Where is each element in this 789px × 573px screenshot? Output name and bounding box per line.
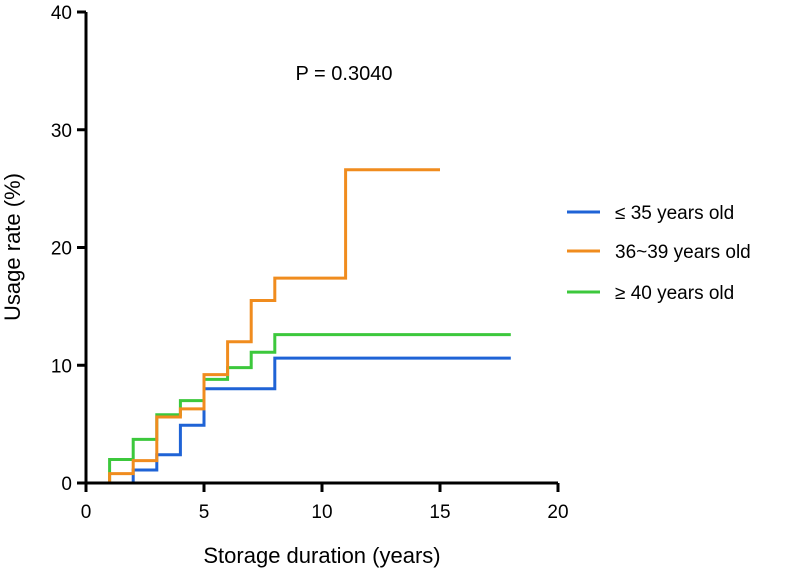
y-tick-label: 30 xyxy=(51,121,72,142)
legend: ≤ 35 years old 36~39 years old ≥ 40 years … xyxy=(567,203,751,304)
series-line-36-39-years-old xyxy=(86,168,440,485)
y-axis-title: Usage rate (%) xyxy=(0,173,25,321)
p-value-annotation: P = 0.3040 xyxy=(296,63,393,85)
x-tick-label: 5 xyxy=(199,502,210,523)
x-axis-title: Storage duration (years) xyxy=(203,543,440,568)
series-line-40-years-old xyxy=(86,333,511,485)
x-tick-label: 20 xyxy=(547,502,568,523)
legend-label-35-years-old: ≤ 35 years old xyxy=(615,203,734,224)
y-tick-label: 0 xyxy=(61,474,72,495)
series-layer xyxy=(86,168,511,485)
x-tick-label: 0 xyxy=(81,502,92,523)
legend-label-36-39-years-old: 36~39 years old xyxy=(615,242,751,263)
y-tick-label: 20 xyxy=(51,239,72,260)
x-tick-label: 15 xyxy=(429,502,450,523)
x-tick-label: 10 xyxy=(311,502,332,523)
axes: 0 5 10 15 20 0 10 20 30 40 xyxy=(51,3,569,523)
series-line-35-years-old xyxy=(86,356,511,485)
y-tick-label: 40 xyxy=(51,3,72,24)
y-tick-label: 10 xyxy=(51,356,72,377)
legend-label-40-years-old: ≥ 40 years old xyxy=(615,283,734,304)
